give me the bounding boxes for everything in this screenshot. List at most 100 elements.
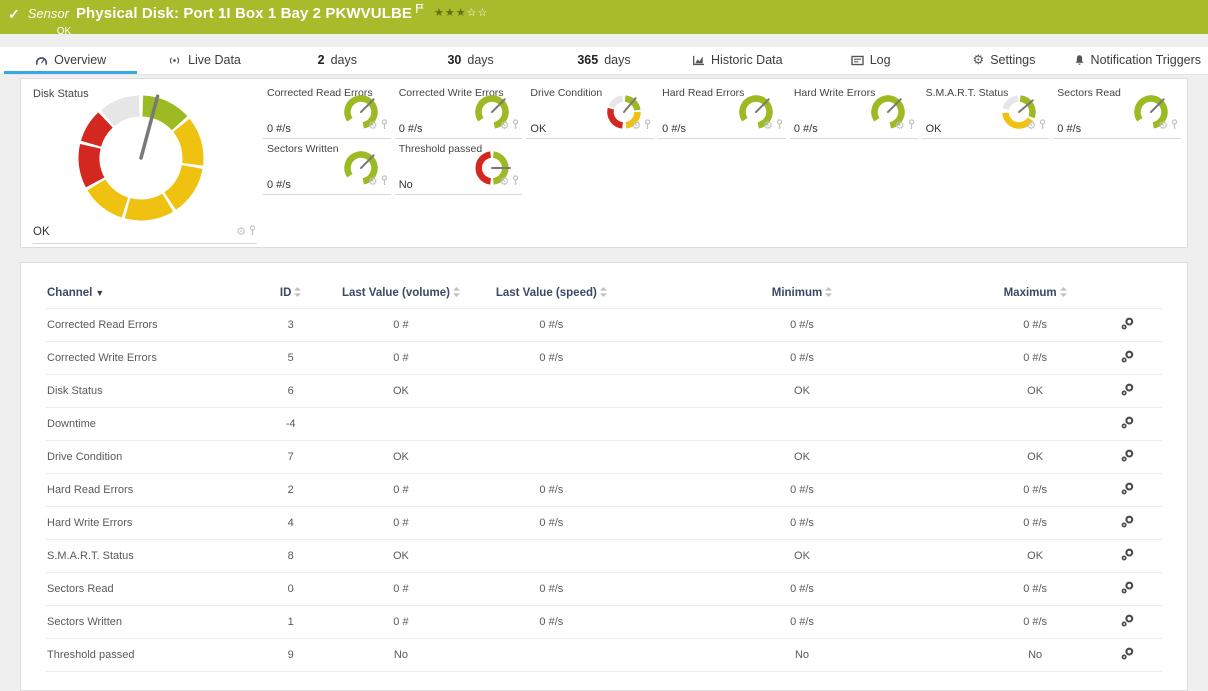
- gauge-value: 0 #/s: [1057, 123, 1082, 135]
- cell-name[interactable]: Downtime: [45, 407, 256, 441]
- cell-name[interactable]: Corrected Read Errors: [45, 308, 256, 342]
- pin-icon[interactable]: [907, 117, 916, 135]
- edit-channel-gears-icon[interactable]: [1092, 407, 1163, 441]
- cell-lastSpeed: [476, 638, 627, 672]
- cell-lastSpeed: 0 #/s: [476, 473, 627, 507]
- tab-historic-data[interactable]: Historic Data: [671, 47, 804, 74]
- tab-overview[interactable]: Overview: [4, 47, 138, 74]
- edit-channel-gears-icon[interactable]: [1092, 572, 1163, 606]
- tab-notification-triggers[interactable]: Notification Triggers: [1071, 47, 1204, 74]
- column-header-actions: [1093, 277, 1163, 309]
- column-label: Minimum: [771, 287, 823, 299]
- gauge-settings-gear-icon[interactable]: ⚙: [367, 176, 378, 188]
- gauge-value: OK: [33, 226, 50, 238]
- table-row-drive-condition: Drive Condition 7 OK OK OK: [45, 440, 1163, 474]
- cell-lastSpeed: [476, 374, 627, 408]
- cell-name[interactable]: Threshold passed: [45, 638, 256, 672]
- cell-lastSpeed: [476, 539, 627, 573]
- table-row-hard-write-errors: Hard Write Errors 4 0 #0 #/s 0 #/s 0 #/s: [45, 506, 1163, 540]
- cell-name[interactable]: Drive Condition: [45, 440, 256, 474]
- cell-max: 0 #/s: [977, 605, 1093, 639]
- column-header-minimum[interactable]: Minimum: [627, 277, 978, 309]
- cell-name[interactable]: Sectors Written: [45, 605, 256, 639]
- gauge-settings-gear-icon[interactable]: ⚙: [367, 120, 378, 132]
- cell-name[interactable]: Hard Write Errors: [45, 506, 256, 540]
- flag-icon[interactable]: [415, 2, 424, 17]
- pin-icon[interactable]: [511, 173, 520, 191]
- edit-channel-gears-icon[interactable]: [1092, 440, 1163, 474]
- cell-max: 0 #/s: [977, 341, 1093, 375]
- gauge-tile-sectors-read: Sectors Read 0 #/s ⚙: [1053, 83, 1181, 139]
- gauge-settings-gear-icon[interactable]: ⚙: [236, 226, 246, 238]
- cell-max: OK: [977, 440, 1093, 474]
- pin-icon[interactable]: [775, 117, 784, 135]
- sort-icon: [1057, 287, 1067, 299]
- cell-lastSpeed: [476, 407, 627, 441]
- gauge-settings-gear-icon[interactable]: ⚙: [762, 120, 773, 132]
- gauge-title: S.M.A.R.T. Status: [925, 87, 1009, 99]
- tab-live-data[interactable]: Live Data: [137, 47, 270, 74]
- tab-2-days[interactable]: 2 days: [271, 47, 404, 74]
- tab-label: Settings: [990, 53, 1036, 67]
- edit-channel-gears-icon[interactable]: [1092, 308, 1163, 342]
- edit-channel-gears-icon[interactable]: [1092, 341, 1163, 375]
- cell-name[interactable]: Corrected Write Errors: [45, 341, 256, 375]
- column-header-maximum[interactable]: Maximum: [977, 277, 1092, 309]
- cell-id: 7: [255, 440, 326, 474]
- priority-stars[interactable]: ★★★☆☆: [434, 6, 488, 21]
- gauge-settings-gear-icon[interactable]: ⚙: [499, 120, 510, 132]
- cell-name[interactable]: Sectors Read: [45, 572, 256, 606]
- cell-max: No: [977, 638, 1093, 672]
- cell-id: 4: [255, 506, 326, 540]
- pin-icon[interactable]: [380, 117, 389, 135]
- pin-icon[interactable]: [248, 223, 257, 241]
- cell-id: 3: [255, 308, 326, 342]
- column-header-channel[interactable]: Channel ▼: [45, 277, 256, 309]
- edit-channel-gears-icon[interactable]: [1092, 605, 1163, 639]
- cell-max: 0 #/s: [977, 506, 1093, 540]
- stars-filled: ★★★: [434, 7, 467, 19]
- gauge-settings-gear-icon[interactable]: ⚙: [894, 120, 905, 132]
- gauge-settings-gear-icon[interactable]: ⚙: [631, 120, 642, 132]
- cell-min: OK: [626, 440, 978, 474]
- gauge-settings-gear-icon[interactable]: ⚙: [1158, 120, 1168, 132]
- column-header-id[interactable]: ID: [256, 277, 326, 309]
- gauge-settings-gear-icon[interactable]: ⚙: [1026, 120, 1037, 132]
- cell-lastVolume: OK: [325, 539, 477, 573]
- column-header-last-value-volume[interactable]: Last Value (volume): [326, 277, 476, 309]
- sensor-title: Physical Disk: Port 1I Box 1 Bay 2 PKWVU…: [75, 5, 413, 22]
- cell-name[interactable]: Hard Read Errors: [45, 473, 256, 507]
- edit-channel-gears-icon[interactable]: [1092, 473, 1163, 507]
- tab-label: Live Data: [188, 53, 241, 67]
- edit-channel-gears-icon[interactable]: [1092, 374, 1163, 408]
- gauge-tile-disk-status: Disk Status OK ⚙: [27, 83, 259, 247]
- pin-icon[interactable]: [1170, 117, 1179, 135]
- pin-icon[interactable]: [643, 117, 652, 135]
- tab-log[interactable]: Log: [804, 47, 937, 74]
- gauge-corrected-write-errors: [475, 95, 510, 129]
- edit-channel-gears-icon[interactable]: [1092, 506, 1163, 540]
- cell-min: 0 #/s: [626, 506, 978, 540]
- gauge-value: OK: [530, 123, 547, 135]
- edit-channel-gears-icon[interactable]: [1092, 638, 1163, 672]
- gauge-tile-hard-read-errors: Hard Read Errors 0 #/s ⚙: [658, 83, 786, 139]
- cell-lastVolume: 0 #: [325, 308, 477, 342]
- cell-name[interactable]: S.M.A.R.T. Status: [45, 539, 256, 573]
- pin-icon[interactable]: [380, 173, 389, 191]
- pin-icon[interactable]: [1038, 117, 1047, 135]
- mini-gauges-grid: Corrected Read Errors 0 #/s ⚙ Corrected Wri…: [259, 83, 1181, 247]
- table-row-disk-status: Disk Status 6 OK OK OK: [45, 374, 1163, 408]
- table-row-s-m-a-r-t-status: S.M.A.R.T. Status 8 OK OK OK: [45, 539, 1163, 573]
- gauge-settings-gear-icon[interactable]: ⚙: [499, 176, 510, 188]
- cell-lastSpeed: [476, 440, 627, 474]
- column-header-last-value-speed[interactable]: Last Value (speed): [476, 277, 626, 309]
- table-row-sectors-read: Sectors Read 0 0 #0 #/s 0 #/s 0 #/s: [45, 572, 1163, 606]
- pin-icon[interactable]: [511, 117, 520, 135]
- cell-name[interactable]: Disk Status: [45, 374, 256, 408]
- tab-365-days[interactable]: 365 days: [537, 47, 670, 74]
- gauge-s-m-a-r-t-status: [1002, 95, 1036, 129]
- gauge-drive-condition: [607, 95, 641, 129]
- tab-30-days[interactable]: 30 days: [404, 47, 537, 74]
- tab-settings[interactable]: ⚙ Settings: [937, 47, 1070, 74]
- edit-channel-gears-icon[interactable]: [1092, 539, 1163, 573]
